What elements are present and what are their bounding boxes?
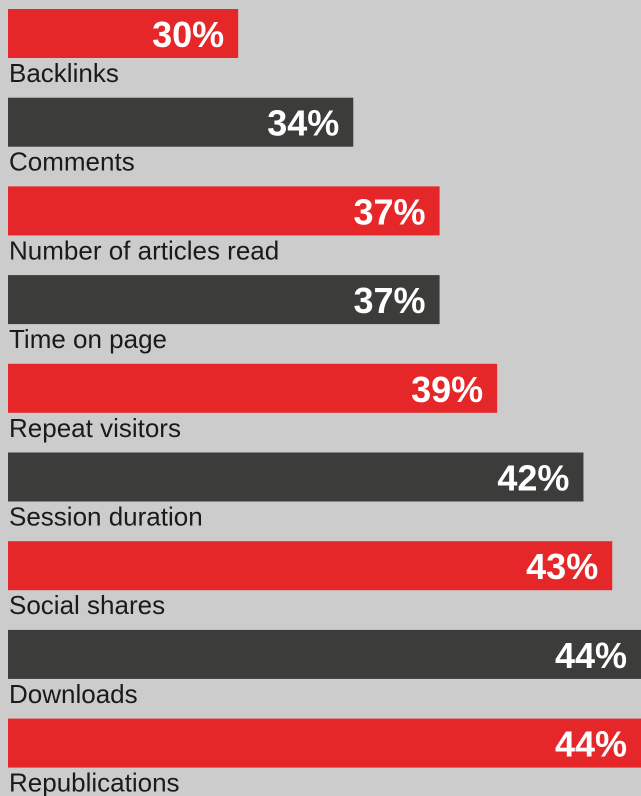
bar <box>8 629 641 679</box>
bar <box>8 363 498 413</box>
category-label: Backlinks <box>9 58 119 88</box>
category-label: Social shares <box>9 590 165 620</box>
bar <box>8 452 584 502</box>
value-label: 43% <box>526 546 598 587</box>
category-label: Repeat visitors <box>9 413 181 443</box>
category-label: Number of articles read <box>9 235 279 265</box>
value-label: 44% <box>555 635 627 676</box>
category-label: Comments <box>9 147 135 177</box>
value-label: 44% <box>555 724 627 765</box>
category-label: Session duration <box>9 502 203 532</box>
category-label: Downloads <box>9 679 138 709</box>
bar <box>8 186 440 236</box>
bar <box>8 97 354 147</box>
category-label: Republications <box>9 768 180 796</box>
value-label: 39% <box>411 369 483 410</box>
value-label: 42% <box>497 458 569 499</box>
bar <box>8 541 613 591</box>
value-label: 34% <box>267 103 339 144</box>
value-label: 37% <box>354 191 426 232</box>
value-label: 30% <box>152 14 224 55</box>
bar <box>8 9 239 58</box>
category-label: Time on page <box>9 324 167 354</box>
bar <box>8 275 440 325</box>
bar <box>8 718 641 768</box>
value-label: 37% <box>354 280 426 321</box>
